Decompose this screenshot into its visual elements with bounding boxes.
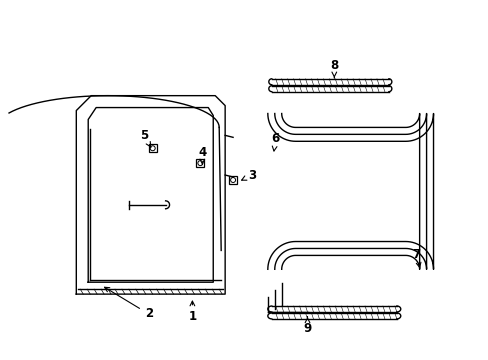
Bar — [196, 159, 204, 167]
Bar — [148, 144, 156, 152]
Text: 7: 7 — [412, 248, 420, 267]
Text: 8: 8 — [329, 59, 338, 78]
Text: 1: 1 — [188, 301, 196, 323]
Text: 5: 5 — [140, 129, 151, 147]
Text: 4: 4 — [198, 146, 206, 165]
Text: 3: 3 — [241, 168, 256, 181]
Text: 2: 2 — [104, 287, 152, 320]
Text: 6: 6 — [271, 132, 279, 151]
Text: 9: 9 — [303, 317, 311, 336]
Bar — [229, 176, 237, 184]
